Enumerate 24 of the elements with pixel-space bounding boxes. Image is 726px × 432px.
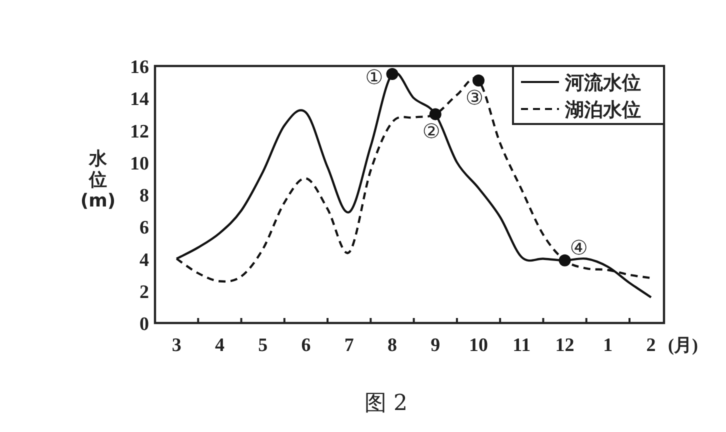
x-tick-label: 8: [387, 335, 397, 356]
y-tick-label: 10: [130, 153, 149, 174]
x-tick-label: 5: [258, 335, 268, 356]
x-tick-label: 6: [301, 335, 311, 356]
x-tick-label: 7: [344, 335, 354, 356]
y-tick-label: 16: [130, 57, 149, 78]
x-tick-label: 10: [469, 335, 488, 356]
y-tick-label: 14: [130, 89, 150, 110]
y-tick-label: 8: [140, 186, 149, 206]
y-tick-label: 2: [140, 282, 149, 303]
x-tick-label: 4: [214, 335, 225, 356]
x-tick-label: 11: [512, 335, 531, 356]
y-tick-label: 0: [140, 314, 149, 335]
y-tick-label: 12: [130, 121, 149, 142]
x-tick-label: 9: [430, 335, 440, 356]
y-tick-label: 6: [140, 218, 149, 239]
x-tick-label: 1: [603, 335, 613, 356]
x-tick-label: 3: [172, 335, 182, 356]
caption: 图 2: [364, 391, 408, 416]
x-axis-title: (月): [668, 335, 698, 355]
x-tick-label: 12: [555, 335, 574, 356]
x-tick-label: 2: [646, 335, 656, 356]
y-tick-label: 4: [140, 250, 150, 271]
y-axis-title: 水位(m): [80, 148, 116, 212]
